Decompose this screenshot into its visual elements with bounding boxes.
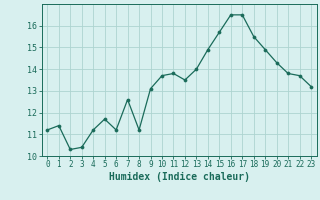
X-axis label: Humidex (Indice chaleur): Humidex (Indice chaleur): [109, 172, 250, 182]
